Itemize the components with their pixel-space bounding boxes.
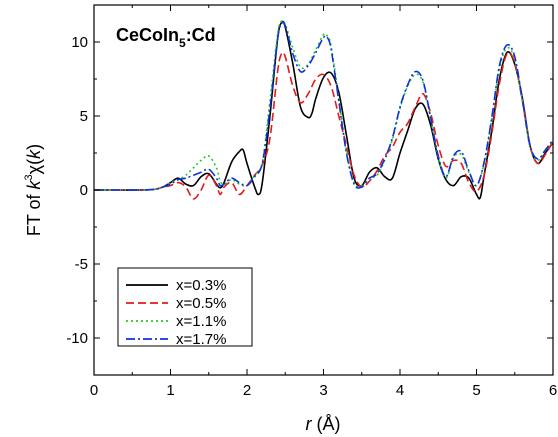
annotation-main: CeCoIn [116,25,179,45]
x-tick-label: 6 [549,382,557,399]
x-tick-label: 3 [319,382,327,399]
y-tick-label: -10 [66,330,88,347]
y-axis-title-close: ) [24,144,44,150]
annotation-suffix: :Cd [186,25,216,45]
x-tick-label: 2 [243,382,251,399]
y-tick-label: 5 [80,108,88,125]
x-tick-label: 1 [166,382,174,399]
legend: x=0.3%x=0.5%x=1.1%x=1.7% [117,267,253,348]
series-line-4 [94,21,553,191]
y-axis-title-k: k [24,179,44,189]
y-tick-label: 0 [80,182,88,199]
annotation-label: CeCoIn5:Cd [116,25,216,50]
legend-box [117,267,253,347]
legend-label-4: x=1.7% [176,331,226,348]
y-tick-label: -5 [75,256,88,273]
legend-label-2: x=0.5% [176,295,226,312]
x-axis-title-italic: r [306,414,313,434]
series-line-1 [94,20,553,200]
y-tick-label: 10 [71,34,88,51]
y-axis-title-exp: 3 [23,174,35,180]
x-tick-label: 5 [472,382,480,399]
legend-label-3: x=1.1% [176,313,226,330]
series-line-2 [94,51,553,200]
y-axis-title-chi: χ( [24,159,44,174]
legend-label-1: x=0.3% [176,277,226,294]
series-layer [94,19,553,200]
x-tick-label: 0 [90,382,98,399]
annotation-subscript: 5 [179,36,186,50]
y-axis-title-k2: k [24,149,44,159]
x-axis-title: r (Å) [306,414,341,434]
tick-layer: 0 1 2 3 4 5 6 -10 -5 0 5 10 [66,4,557,399]
x-axis-title-rest: (Å) [312,414,341,434]
x-tick-label: 4 [396,382,404,399]
y-axis-title-prefix: FT of [24,189,44,236]
y-axis-title: FT of k3χ(k) [23,144,44,236]
